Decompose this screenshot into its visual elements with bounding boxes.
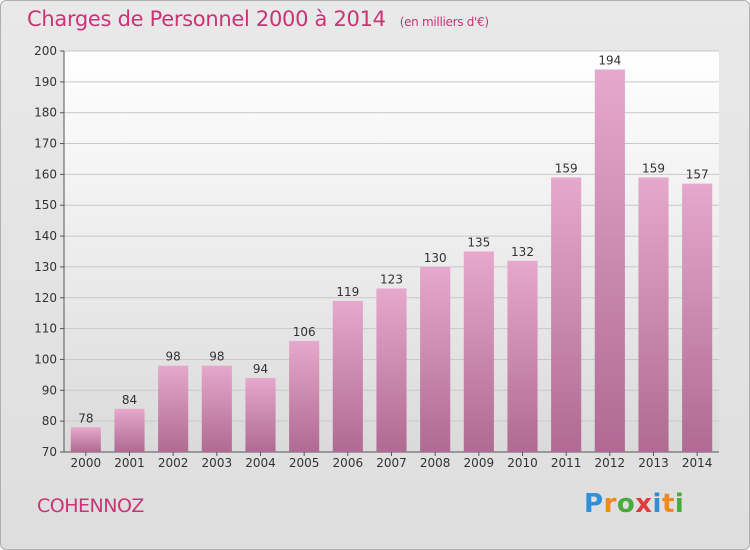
bar-value-label: 84 bbox=[122, 393, 137, 407]
x-tick-label: 2005 bbox=[289, 456, 320, 470]
commune-name: COHENNOZ bbox=[37, 495, 144, 517]
bar-value-label: 98 bbox=[166, 350, 181, 364]
bar bbox=[420, 266, 451, 452]
bar bbox=[507, 260, 538, 452]
bar-value-label: 159 bbox=[642, 161, 665, 175]
x-tick-label: 2007 bbox=[376, 456, 407, 470]
bar bbox=[201, 365, 232, 452]
bar-value-label: 130 bbox=[424, 251, 447, 265]
chart-unit: (en milliers d'€) bbox=[399, 15, 489, 29]
bar bbox=[682, 183, 713, 452]
bar bbox=[463, 251, 494, 452]
logo-letter: x bbox=[635, 489, 653, 519]
logo-letter: i bbox=[652, 489, 662, 519]
x-tick-label: 2011 bbox=[551, 456, 582, 470]
x-tick-label: 2004 bbox=[245, 456, 276, 470]
bar-value-label: 157 bbox=[686, 168, 709, 182]
y-tick-label: 130 bbox=[34, 260, 57, 274]
bar-value-label: 194 bbox=[598, 54, 621, 68]
y-tick-label: 200 bbox=[34, 44, 57, 58]
x-tick-label: 2010 bbox=[507, 456, 538, 470]
bar bbox=[594, 69, 625, 452]
bar bbox=[376, 288, 407, 452]
y-tick-label: 140 bbox=[34, 229, 57, 243]
x-tick-label: 2009 bbox=[464, 456, 495, 470]
bar bbox=[245, 377, 276, 452]
bar bbox=[638, 177, 669, 452]
x-tick-label: 2014 bbox=[682, 456, 713, 470]
x-tick-label: 2000 bbox=[71, 456, 102, 470]
logo-letter: i bbox=[674, 489, 685, 519]
bar bbox=[114, 408, 145, 452]
x-tick-label: 2008 bbox=[420, 456, 451, 470]
bar bbox=[70, 427, 101, 452]
x-tick-label: 2003 bbox=[202, 456, 233, 470]
x-tick-label: 2006 bbox=[333, 456, 364, 470]
bar-value-label: 98 bbox=[209, 350, 224, 364]
logo-letter: t bbox=[661, 489, 675, 519]
bar-value-label: 159 bbox=[555, 161, 578, 175]
y-tick-label: 180 bbox=[34, 106, 57, 120]
chart-title-text: Charges de Personnel 2000 à 2014 bbox=[27, 7, 386, 31]
chart-title: Charges de Personnel 2000 à 2014 (en mill… bbox=[27, 7, 489, 31]
proxiti-logo: Proxiti bbox=[584, 489, 684, 519]
bar-value-label: 106 bbox=[293, 325, 316, 339]
logo-letter: r bbox=[603, 489, 617, 519]
bar-value-label: 119 bbox=[336, 285, 359, 299]
bar bbox=[332, 300, 363, 452]
x-tick-label: 2012 bbox=[595, 456, 626, 470]
logo-letter: P bbox=[584, 489, 604, 519]
y-tick-label: 90 bbox=[42, 383, 57, 397]
bar-value-label: 123 bbox=[380, 273, 403, 287]
y-tick-label: 100 bbox=[34, 352, 57, 366]
bar-value-label: 78 bbox=[78, 411, 93, 425]
y-tick-label: 70 bbox=[42, 445, 57, 459]
logo-letter: o bbox=[616, 489, 636, 519]
bar-value-label: 135 bbox=[467, 236, 490, 250]
x-tick-label: 2013 bbox=[638, 456, 669, 470]
y-tick-label: 170 bbox=[34, 137, 57, 151]
bar bbox=[158, 365, 189, 452]
y-tick-label: 150 bbox=[34, 198, 57, 212]
bar bbox=[551, 177, 582, 452]
x-tick-label: 2002 bbox=[158, 456, 189, 470]
y-tick-label: 190 bbox=[34, 75, 57, 89]
bar-value-label: 94 bbox=[253, 362, 268, 376]
y-tick-label: 160 bbox=[34, 167, 57, 181]
x-tick-label: 2001 bbox=[114, 456, 145, 470]
y-tick-label: 120 bbox=[34, 291, 57, 305]
bar bbox=[289, 340, 320, 452]
y-tick-label: 80 bbox=[42, 414, 57, 428]
bar-value-label: 132 bbox=[511, 245, 534, 259]
y-tick-label: 110 bbox=[34, 322, 57, 336]
